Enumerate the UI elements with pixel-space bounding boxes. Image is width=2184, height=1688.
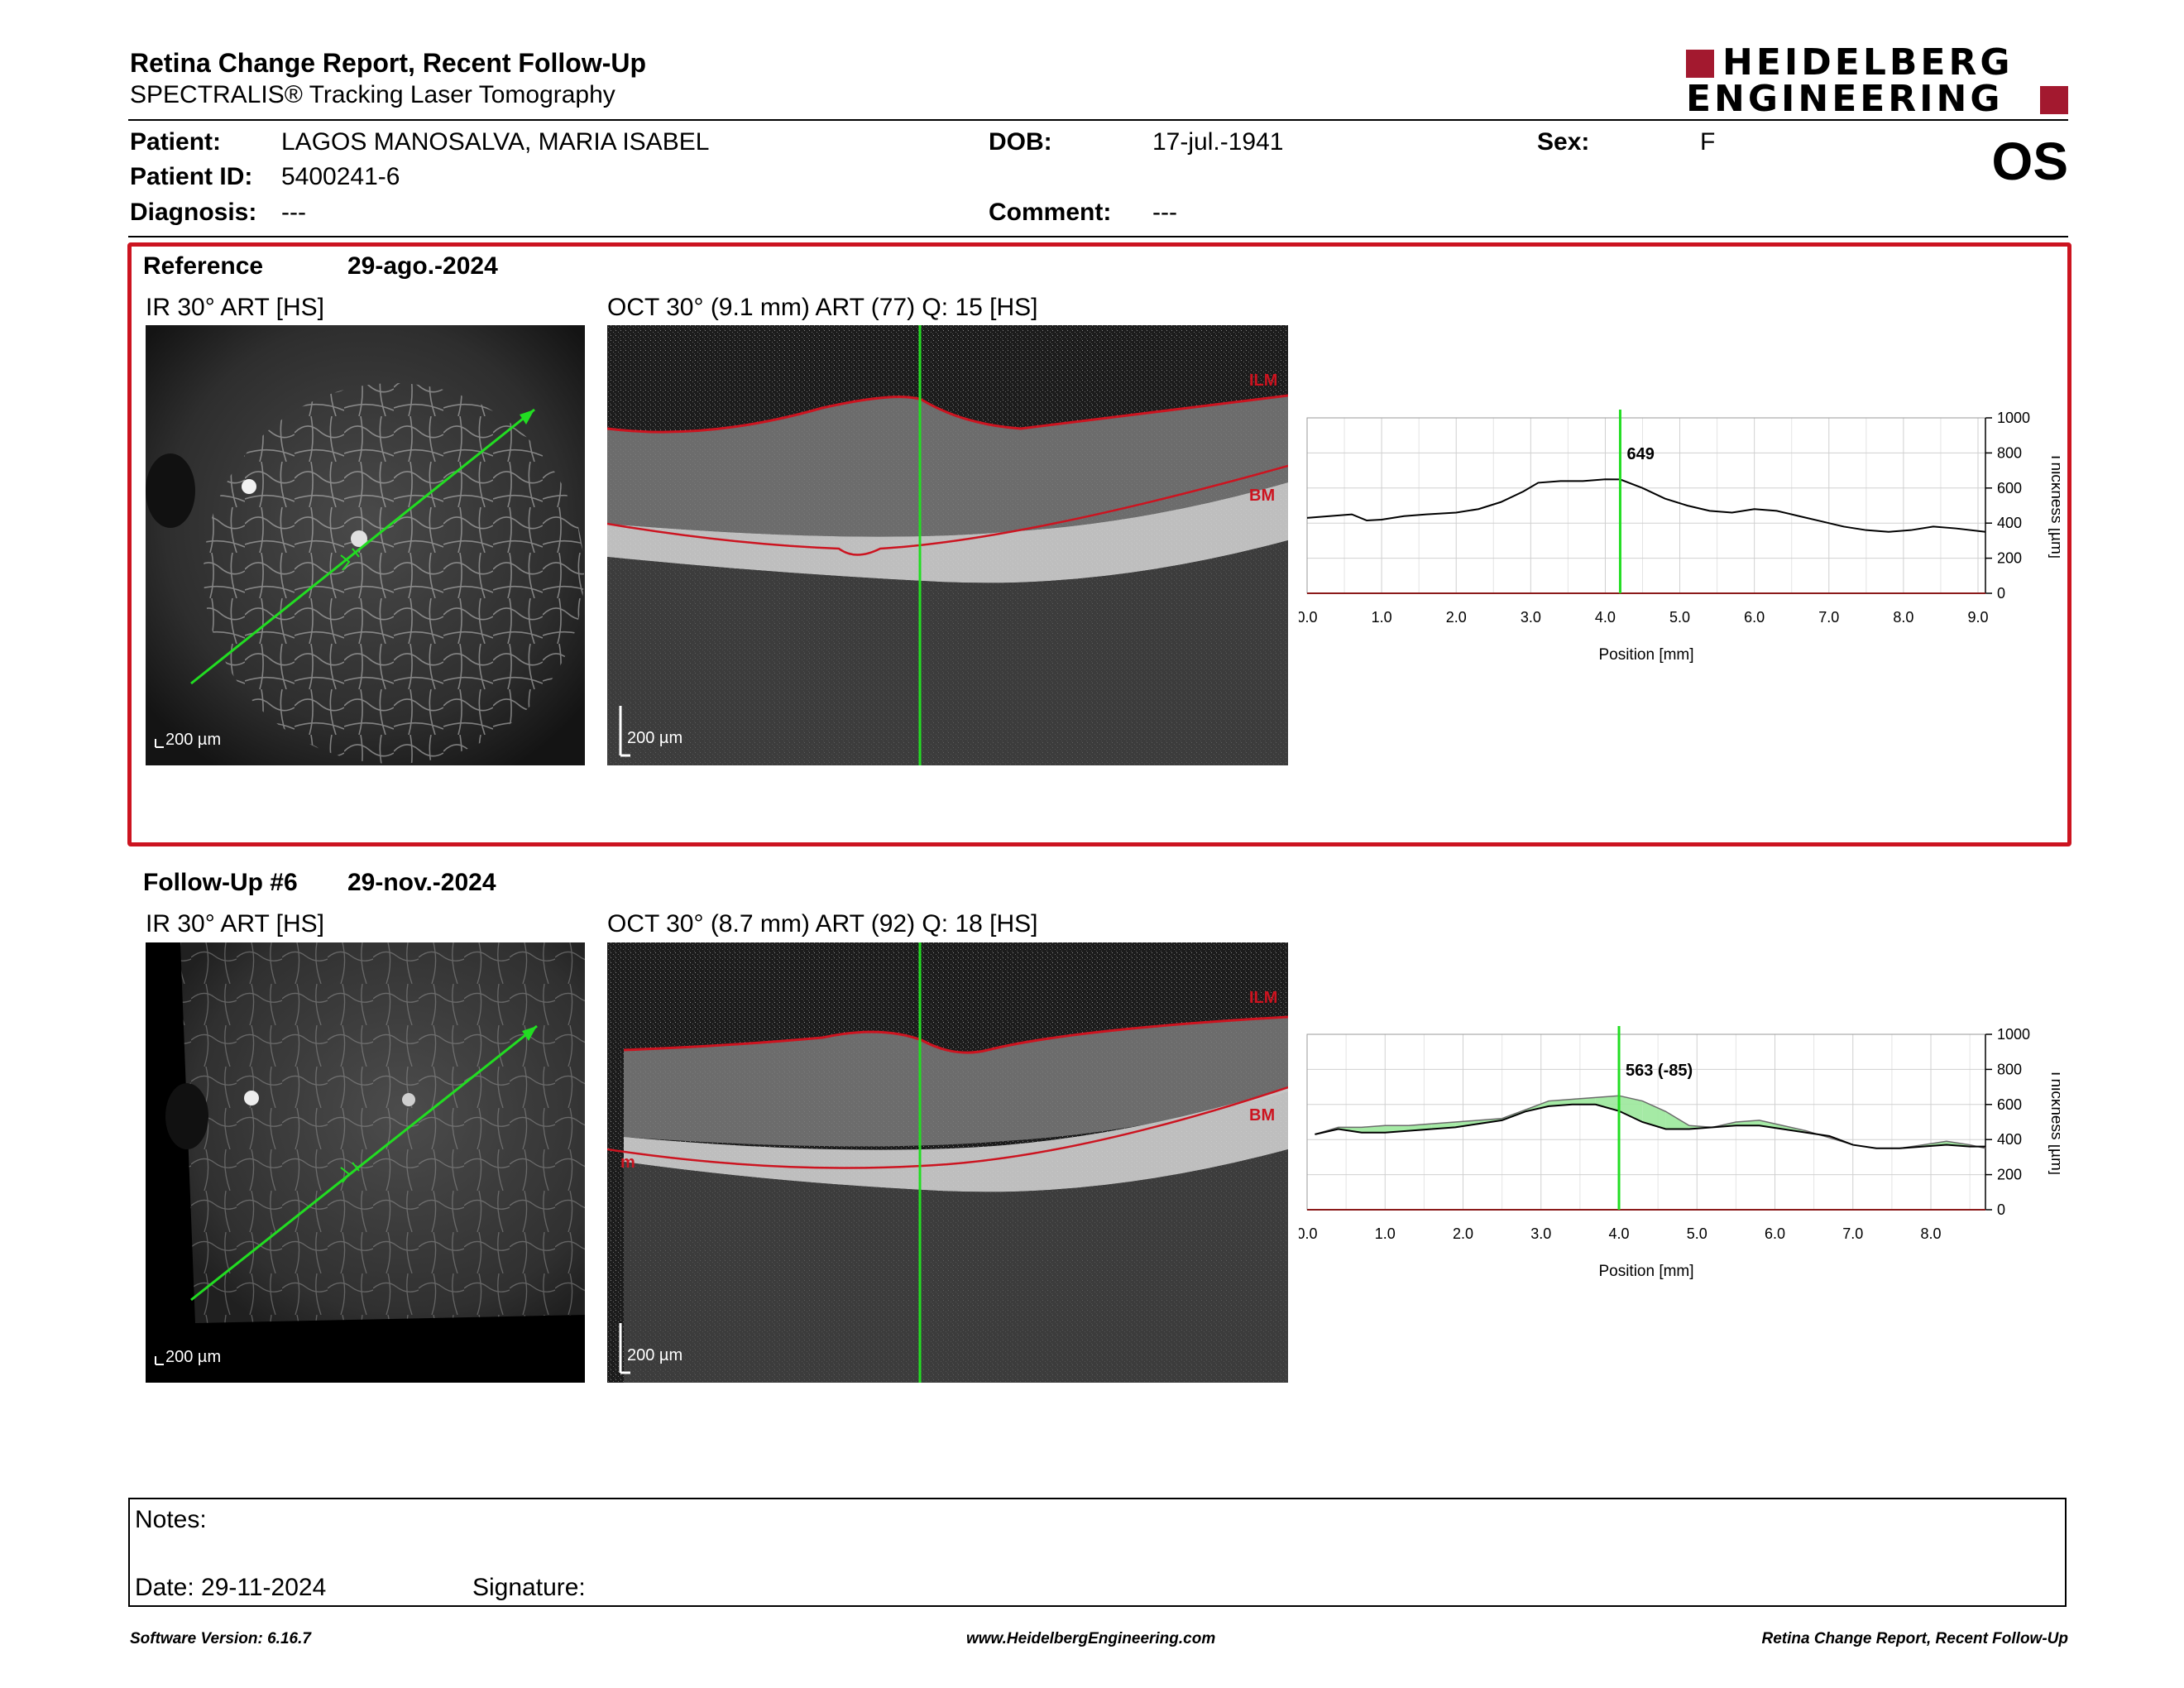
followup-bm-left-label: m xyxy=(620,1153,635,1172)
reference-ilm-label: ILM xyxy=(1249,372,1277,390)
y-tick-label: 600 xyxy=(1997,480,2022,496)
followup-thickness-chart: 0.0 1.0 2.0 3.0 4.0 5.0 6.0 7.0 8.0 0 200 400 600 800… xyxy=(1299,1026,2060,1280)
patient-label: Patient: xyxy=(130,128,222,156)
x-tick-label: 9.0 xyxy=(1967,609,1988,626)
followup-ilm-label: ILM xyxy=(1249,989,1277,1007)
dob-label: DOB: xyxy=(989,128,1052,156)
x-tick-label: 4.0 xyxy=(1608,1225,1629,1242)
thickness-line xyxy=(1306,478,1986,533)
followup-date: 29-nov.-2024 xyxy=(347,869,496,896)
difference-area xyxy=(1642,1101,1666,1129)
heidelberg-logo: HEIDELBERG ENGINEERING xyxy=(1686,41,2068,120)
logo-line-1: HEIDELBERG xyxy=(1722,41,2014,84)
x-tick-label: 8.0 xyxy=(1893,609,1913,626)
x-axis-label: Position [mm] xyxy=(1598,1263,1693,1280)
x-tick-label: 6.0 xyxy=(1765,1225,1785,1242)
report-subtitle: SPECTRALIS® Tracking Laser Tomography xyxy=(130,81,615,108)
reference-thickness-chart: 0.0 1.0 2.0 3.0 4.0 5.0 6.0 7.0 8.0 9.0 0 200 400 600… xyxy=(1299,410,2060,664)
reference-frame xyxy=(127,242,2071,846)
x-tick-label: 2.0 xyxy=(1453,1225,1473,1242)
y-tick-label: 200 xyxy=(1997,550,2022,567)
followup-bm-label: BM xyxy=(1249,1106,1275,1125)
y-tick-label: 800 xyxy=(1997,444,2022,461)
y-axis-label: Thickness [µm] xyxy=(2048,1069,2060,1175)
patient-id: 5400241-6 xyxy=(281,163,400,190)
footer-software-version: Software Version: 6.16.7 xyxy=(130,1630,311,1647)
footer-report-name: Retina Change Report, Recent Follow-Up xyxy=(1761,1630,2068,1647)
y-tick-label: 0 xyxy=(1997,1201,2005,1218)
notes-box: Notes: Date: 29-11-2024 Signature: xyxy=(128,1498,2067,1607)
y-tick-label: 400 xyxy=(1997,515,2022,531)
diagnosis-value: --- xyxy=(281,199,306,226)
x-tick-label: 1.0 xyxy=(1375,1225,1396,1242)
dob-value: 17-jul.-1941 xyxy=(1152,128,1284,156)
sex-value: F xyxy=(1700,128,1716,156)
reference-oct-scale: 200 µm xyxy=(627,729,683,747)
followup-line xyxy=(1315,1103,1985,1149)
x-tick-label: 5.0 xyxy=(1687,1225,1707,1242)
report-title: Retina Change Report, Recent Follow-Up xyxy=(130,48,647,78)
x-tick-label: 2.0 xyxy=(1446,609,1467,626)
followup-ir-image: 200 µm xyxy=(146,942,585,1383)
difference-area xyxy=(1665,1111,1689,1129)
eye-indicator: OS xyxy=(1991,132,2068,191)
comment-label: Comment: xyxy=(989,199,1112,226)
y-tick-label: 1000 xyxy=(1997,1026,2030,1043)
reference-ir-caption: IR 30° ART [HS] xyxy=(146,294,324,321)
followup-oct-image: ILM BM m 200 µm xyxy=(607,942,1288,1383)
notes-label: Notes: xyxy=(135,1506,207,1533)
x-tick-label: 4.0 xyxy=(1595,609,1616,626)
followup-oct-caption: OCT 30° (8.7 mm) ART (92) Q: 18 [HS] xyxy=(607,910,1038,938)
date-label: Date: 29-11-2024 xyxy=(135,1574,327,1601)
patient-name: LAGOS MANOSALVA, MARIA ISABEL xyxy=(281,128,710,156)
x-tick-label: 7.0 xyxy=(1818,609,1839,626)
difference-area xyxy=(1619,1096,1643,1122)
x-tick-label: 3.0 xyxy=(1521,609,1541,626)
x-tick-label: 0.0 xyxy=(1299,609,1318,626)
y-tick-label: 600 xyxy=(1997,1096,2022,1113)
patient-id-label: Patient ID: xyxy=(130,163,253,190)
reference-ir-scale: 200 µm xyxy=(165,731,222,749)
x-axis-label: Position [mm] xyxy=(1598,646,1693,664)
y-tick-label: 1000 xyxy=(1997,410,2030,426)
sex-label: Sex: xyxy=(1537,128,1590,156)
x-tick-label: 7.0 xyxy=(1842,1225,1863,1242)
y-tick-label: 400 xyxy=(1997,1131,2022,1148)
x-tick-label: 6.0 xyxy=(1744,609,1765,626)
marker-value-label: 649 xyxy=(1626,445,1654,463)
y-tick-label: 0 xyxy=(1997,585,2005,602)
reference-label: Reference xyxy=(143,252,264,280)
x-tick-label: 0.0 xyxy=(1299,1225,1318,1242)
comment-value: --- xyxy=(1152,199,1177,226)
signature-label: Signature: xyxy=(472,1574,586,1601)
y-tick-label: 200 xyxy=(1997,1167,2022,1183)
reference-oct-image: ILM BM 200 µm xyxy=(607,325,1288,765)
marker-value-label: 563 (-85) xyxy=(1626,1062,1693,1080)
followup-oct-scale: 200 µm xyxy=(627,1346,683,1364)
footer-website: www.HeidelbergEngineering.com xyxy=(966,1630,1216,1647)
y-tick-label: 800 xyxy=(1997,1061,2022,1077)
x-tick-label: 8.0 xyxy=(1921,1225,1942,1242)
reference-ir-image: 200 µm xyxy=(146,325,585,765)
plot-frame xyxy=(1306,417,1986,594)
y-axis-label: Thickness [µm] xyxy=(2048,453,2060,559)
diagnosis-label: Diagnosis: xyxy=(130,199,257,226)
reference-oct-caption: OCT 30° (9.1 mm) ART (77) Q: 15 [HS] xyxy=(607,294,1038,321)
reference-bm-label: BM xyxy=(1249,487,1275,505)
followup-ir-scale: 200 µm xyxy=(165,1348,222,1366)
reference-date: 29-ago.-2024 xyxy=(347,252,498,280)
logo-line-2: ENGINEERING xyxy=(1686,78,2004,120)
followup-ir-caption: IR 30° ART [HS] xyxy=(146,910,324,938)
x-tick-label: 1.0 xyxy=(1372,609,1392,626)
followup-label: Follow-Up #6 xyxy=(143,869,298,896)
difference-area xyxy=(1759,1120,1783,1129)
x-tick-label: 5.0 xyxy=(1669,609,1690,626)
difference-area xyxy=(1595,1096,1620,1111)
x-tick-label: 3.0 xyxy=(1530,1225,1551,1242)
